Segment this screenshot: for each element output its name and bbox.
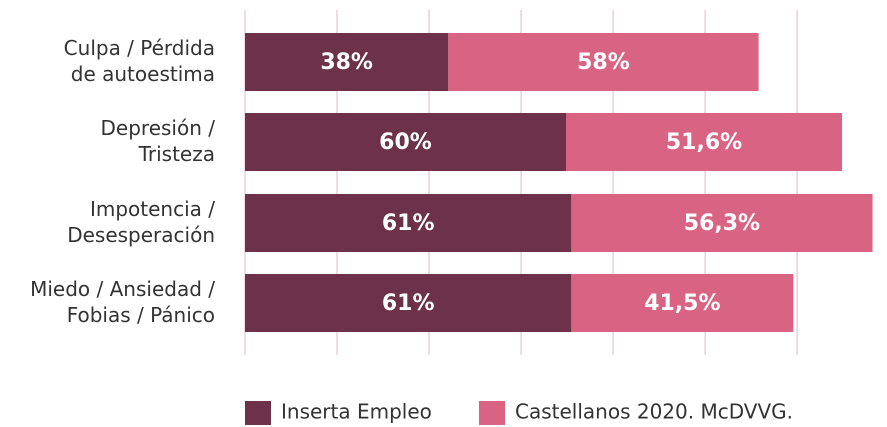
bar (448, 33, 759, 91)
value-label: 51,6% (666, 130, 742, 155)
y-tick-label-line: Miedo / Ansiedad / (30, 277, 215, 301)
bar (245, 33, 449, 91)
y-tick-label-line: Culpa / Pérdida (64, 36, 215, 60)
y-tick-label-line: Depresión / (101, 116, 216, 140)
legend-label: Inserta Empleo (281, 400, 432, 424)
y-tick-label: Miedo / Ansiedad / Fobias / Pánico (30, 277, 215, 327)
y-tick-label: Impotencia / Desesperación (67, 197, 215, 247)
bar (566, 113, 843, 171)
value-label: 61% (382, 211, 435, 236)
y-tick-label-line: Tristeza (138, 142, 215, 166)
y-tick-label-line: Desesperación (67, 223, 215, 247)
legend-label: Castellanos 2020. McDVVG. (515, 400, 793, 424)
value-label: 58% (577, 50, 630, 75)
bar (245, 194, 572, 252)
legend-swatch (479, 401, 505, 425)
value-label: 41,5% (644, 291, 720, 316)
legend-swatch (245, 401, 271, 425)
value-label: 61% (382, 291, 435, 316)
y-tick-label-line: de autoestima (71, 62, 215, 86)
value-label: 60% (379, 130, 432, 155)
y-tick-label-line: Fobias / Pánico (67, 303, 215, 327)
bar (571, 194, 873, 252)
value-label: 56,3% (684, 211, 760, 236)
y-tick-label-line: Impotencia / (90, 197, 215, 221)
value-label: 38% (320, 50, 373, 75)
y-tick-label: Depresión / Tristeza (101, 116, 216, 166)
y-tick-label: Culpa / Pérdida de autoestima (64, 36, 215, 86)
bar (571, 274, 794, 332)
bar (245, 274, 572, 332)
bar (245, 113, 566, 171)
